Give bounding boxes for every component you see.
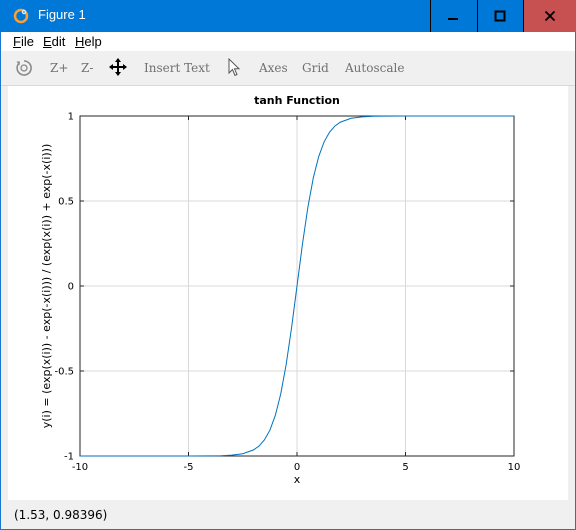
y-tick-label: -1 xyxy=(64,452,74,463)
window-border-left xyxy=(0,32,1,530)
menu-edit-rest: dit xyxy=(51,34,66,49)
axis-ticks: -10 -5 0 5 10 -1 -0.5 0 0.5 1 xyxy=(54,112,520,474)
y-axis-label: y(i) = (exp(x(i)) - exp(-x(i))) / (exp(x… xyxy=(40,144,53,429)
y-tick-label: 0.5 xyxy=(58,197,74,208)
pan-icon[interactable] xyxy=(109,58,127,76)
menu-file-rest: ile xyxy=(20,34,34,49)
x-axis-label: x xyxy=(294,473,301,486)
menu-help[interactable]: Help xyxy=(75,34,102,49)
menu-file-mnemonic: F xyxy=(13,34,21,49)
close-icon xyxy=(544,10,556,22)
y-tick-label: -0.5 xyxy=(54,367,74,378)
title-bar: Figure 1 xyxy=(0,0,576,32)
insert-text-button[interactable]: Insert Text xyxy=(144,61,210,75)
menu-help-mnemonic: H xyxy=(75,34,85,49)
menu-bar: File Edit Help xyxy=(1,32,575,51)
zoom-out-button[interactable]: Z- xyxy=(81,61,94,75)
menu-help-rest: elp xyxy=(84,34,102,49)
y-tick-label: 1 xyxy=(68,112,74,123)
menu-file[interactable]: File xyxy=(13,34,34,49)
zoom-in-button[interactable]: Z+ xyxy=(50,61,69,75)
x-tick-label: 10 xyxy=(508,462,521,473)
octave-icon xyxy=(13,8,29,24)
x-tick-label: -10 xyxy=(72,462,88,473)
menu-edit[interactable]: Edit xyxy=(43,34,65,49)
pointer-coordinates: (1.53, 0.98396) xyxy=(14,508,108,522)
plot-svg[interactable]: tanh Function -10 -5 0 5 10 -1 -0.5 0 0.5 1 x y(i… xyxy=(8,86,568,500)
figure-canvas[interactable]: tanh Function -10 -5 0 5 10 -1 -0.5 0 0.5 1 x y(i… xyxy=(8,86,568,500)
menu-edit-mnemonic: E xyxy=(43,34,52,49)
axes-button[interactable]: Axes xyxy=(259,61,288,75)
toolbar: Z+ Z- Insert Text Axes Grid Autoscale xyxy=(1,51,575,86)
window-title: Figure 1 xyxy=(38,7,86,22)
x-tick-label: 5 xyxy=(402,462,408,473)
autoscale-button[interactable]: Autoscale xyxy=(345,61,405,75)
grid-button[interactable]: Grid xyxy=(302,61,329,75)
x-tick-label: -5 xyxy=(184,462,194,473)
x-tick-label: 0 xyxy=(294,462,300,473)
maximize-button[interactable] xyxy=(477,0,522,32)
select-cursor-icon[interactable] xyxy=(227,58,241,78)
minimize-button[interactable] xyxy=(430,0,475,32)
y-tick-label: 0 xyxy=(68,282,74,293)
close-button[interactable] xyxy=(523,0,576,32)
chart-title: tanh Function xyxy=(254,94,340,107)
tanh-series-line xyxy=(80,115,514,457)
maximize-icon xyxy=(494,10,506,22)
rotate-icon[interactable] xyxy=(15,59,33,77)
minimize-icon xyxy=(448,18,458,20)
status-bar: (1.53, 0.98396) xyxy=(1,501,575,529)
